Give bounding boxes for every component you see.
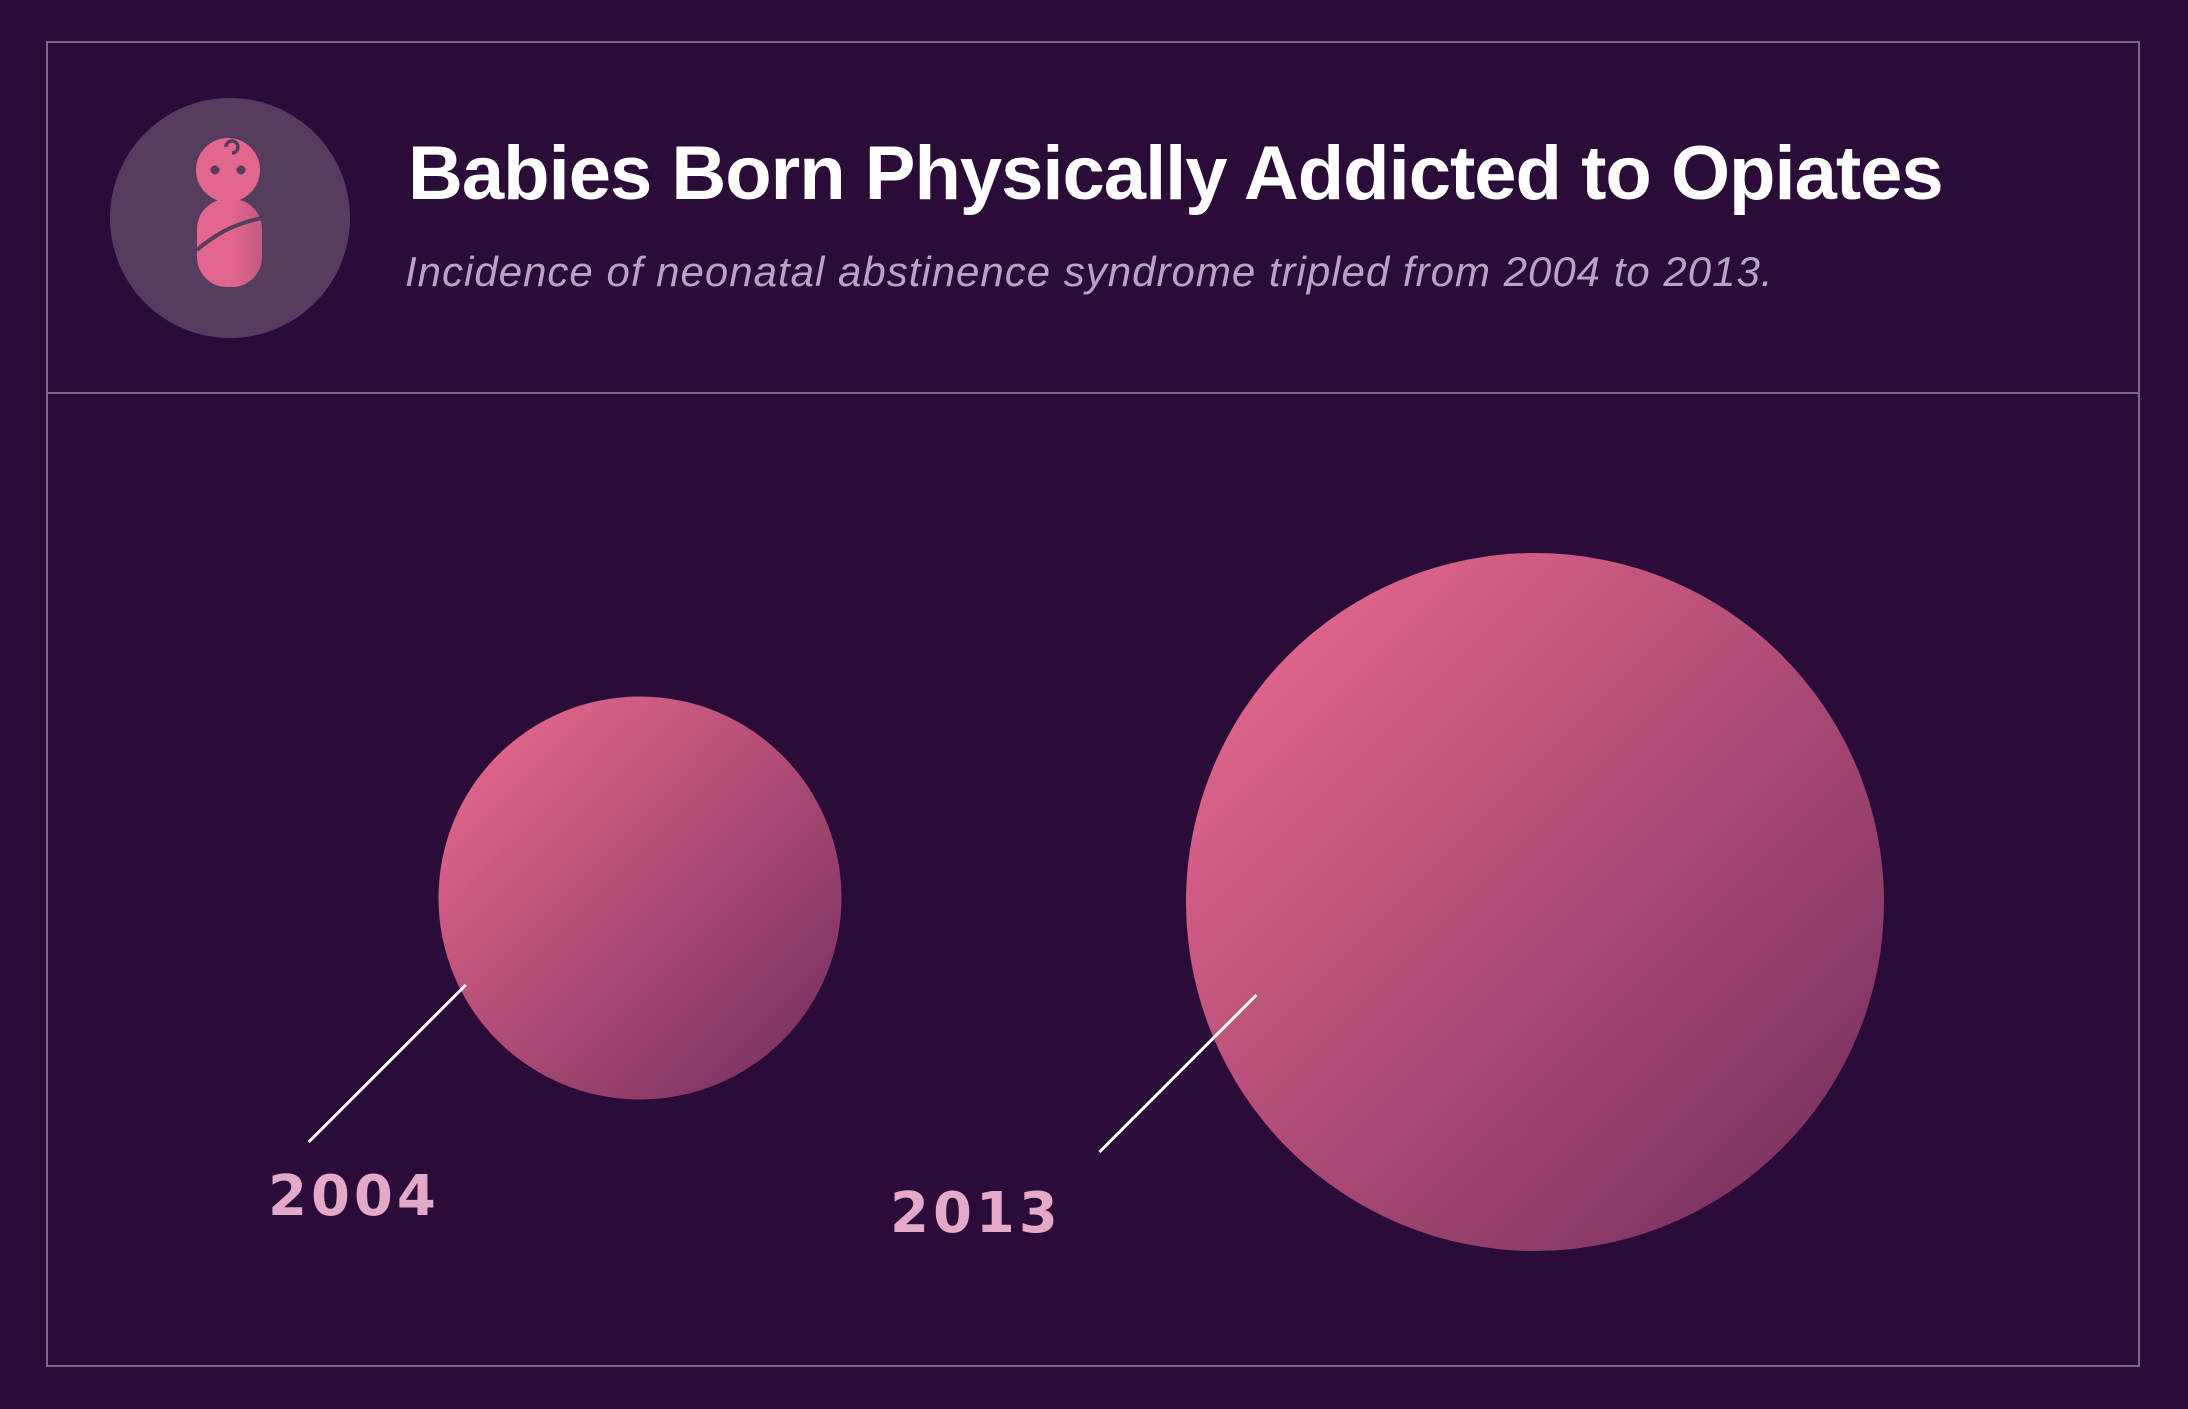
bubble-label-2004: 2004 <box>268 1164 440 1229</box>
leader-line-2013 <box>1098 993 1258 1154</box>
chart-subtitle: Incidence of neonatal abstinence syndrom… <box>405 248 1774 295</box>
header-divider <box>46 392 2140 394</box>
bubble-2013 <box>1186 553 1884 1251</box>
swaddled-baby-icon <box>110 98 350 338</box>
leader-line-2004 <box>307 983 467 1144</box>
chart-frame <box>46 41 2140 1367</box>
bubble-2004 <box>438 696 842 1100</box>
chart-title: Babies Born Physically Addicted to Opiat… <box>408 131 1944 216</box>
bubble-label-2013: 2013 <box>890 1181 1062 1246</box>
